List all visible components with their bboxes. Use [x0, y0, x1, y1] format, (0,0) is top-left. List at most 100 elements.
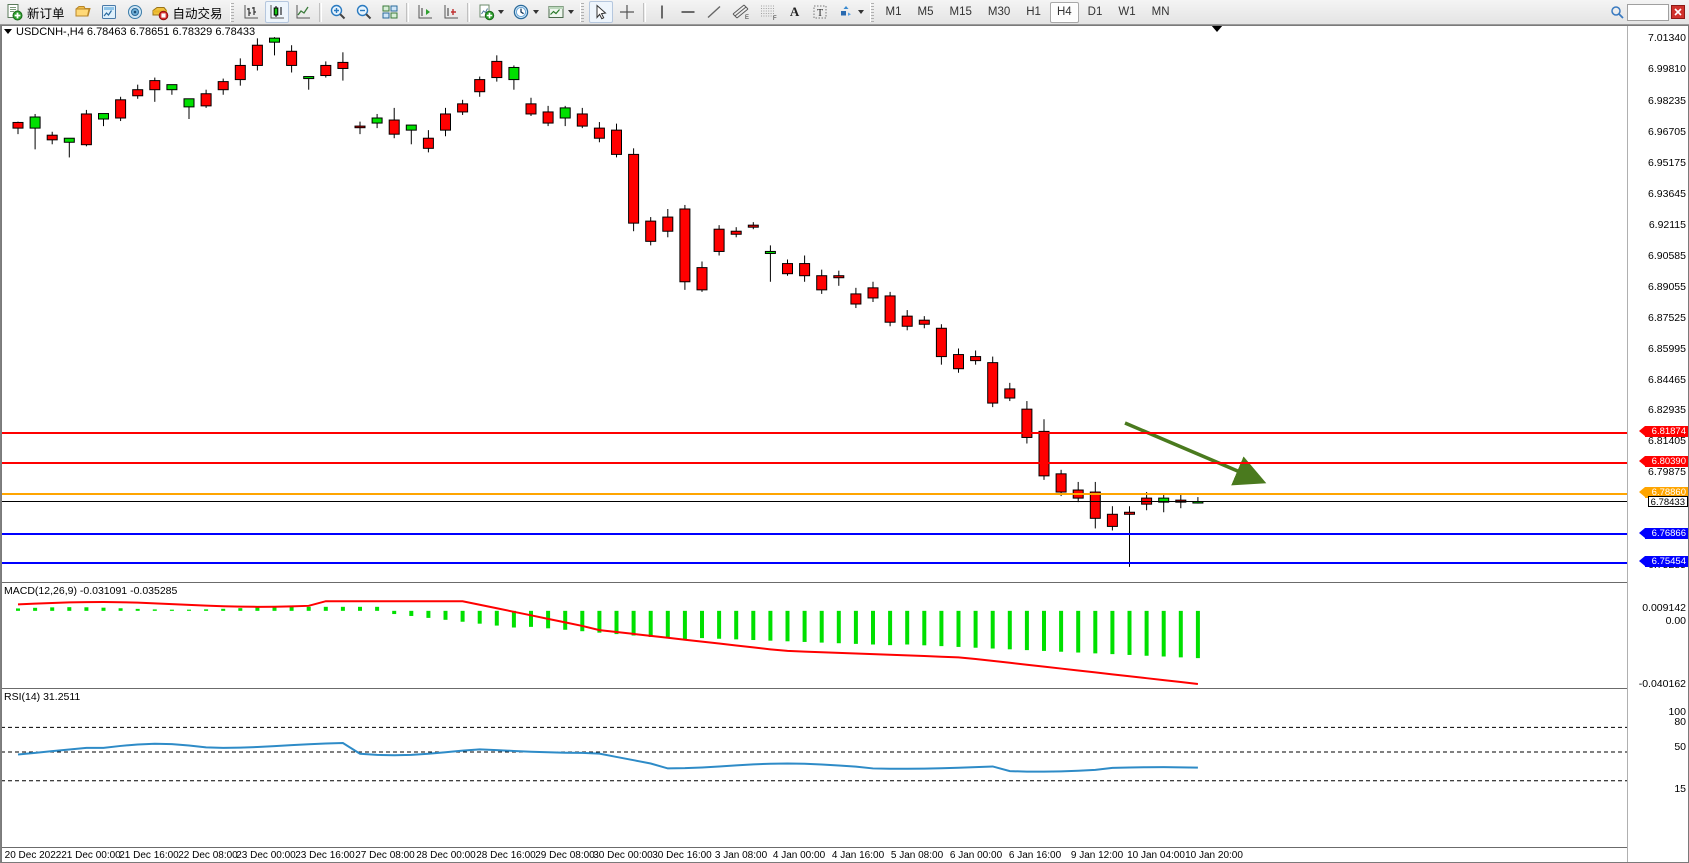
timeframe-m1[interactable]: M1 [879, 2, 909, 23]
price-tick: 6.89055 [1648, 280, 1686, 293]
text-button[interactable]: A [784, 1, 806, 23]
candlestick-chart-icon [270, 5, 284, 19]
text-label-button[interactable]: T [808, 1, 832, 23]
timeframe-label: M5 [917, 6, 934, 18]
trendline-button[interactable] [702, 1, 726, 23]
pivot-level-line[interactable] [1, 492, 1627, 495]
add-indicator-icon [479, 4, 494, 21]
time-tick: 22 Dec 08:00 [178, 850, 238, 861]
crosshair-icon [619, 5, 634, 19]
timeframe-label: M1 [885, 6, 902, 18]
market-watch-button[interactable] [97, 1, 121, 23]
objects-button[interactable] [834, 1, 867, 23]
market-watch-icon [101, 5, 116, 19]
toolbar-separator [318, 2, 322, 22]
trendline-icon [707, 5, 721, 19]
time-tick: 23 Dec 16:00 [295, 850, 355, 861]
zoom-in-button[interactable] [326, 1, 350, 23]
chart-window[interactable]: USDCNH-,H4 6.78463 6.78651 6.78329 6.784… [0, 25, 1689, 863]
resistance-2-flag[interactable]: 6.81874 [1638, 426, 1688, 438]
timeframe-label: M30 [987, 6, 1011, 18]
auto-scroll-button[interactable] [413, 1, 437, 23]
equidistant-channel-button[interactable]: E [728, 1, 754, 23]
time-tick: 10 Jan 04:00 [1127, 850, 1185, 861]
chart-top-marker [1211, 25, 1223, 32]
macd-axis-tick: 0.00 [1665, 615, 1686, 627]
timeframe-h4[interactable]: H4 [1049, 1, 1079, 23]
time-tick: 9 Jan 12:00 [1070, 850, 1124, 861]
current-price-line[interactable] [1, 501, 1627, 503]
navigator-button[interactable] [123, 1, 147, 23]
chevron-down-icon-3 [567, 10, 574, 14]
current-price-value: 6.78433 [1650, 497, 1685, 509]
chart-symbol-ohlc: USDCNH-,H4 6.78463 6.78651 6.78329 6.784… [16, 25, 256, 38]
price-tick: 6.85995 [1648, 342, 1686, 355]
price-candles [12, 37, 1204, 567]
timeframe-m5[interactable]: M5 [911, 2, 941, 23]
auto-trading-button[interactable]: 自动交易 [149, 1, 227, 23]
search-icon[interactable] [1610, 5, 1624, 19]
price-tick: 6.98235 [1648, 95, 1686, 108]
bar-chart-button[interactable] [239, 1, 263, 23]
resistance-1-flag[interactable]: 6.80390 [1638, 456, 1688, 468]
time-tick: 10 Jan 20:00 [1185, 850, 1243, 861]
toolbar-grip-2[interactable] [579, 2, 584, 22]
main-toolbar: 新订单 [0, 0, 1689, 25]
time-tick: 30 Dec 16:00 [652, 850, 712, 861]
fibonacci-button[interactable]: F [756, 1, 782, 23]
close-icon[interactable] [1671, 5, 1685, 19]
vertical-line-button[interactable] [650, 1, 674, 23]
time-tick: 4 Jan 00:00 [772, 850, 826, 861]
support-1-flag[interactable]: 6.76866 [1638, 527, 1688, 539]
horizontal-line-button[interactable] [676, 1, 700, 23]
timeframe-w1[interactable]: W1 [1111, 2, 1142, 23]
zoom-in-icon [330, 4, 345, 20]
tile-windows-button[interactable] [378, 1, 402, 23]
profiles-button[interactable] [71, 1, 95, 23]
current-price-flag[interactable]: 6.78433 [1647, 496, 1688, 509]
support-2-line[interactable] [1, 561, 1627, 564]
toolbar-separator-2 [405, 2, 409, 22]
timeframe-mn[interactable]: MN [1145, 2, 1177, 23]
support-1-line[interactable] [1, 533, 1627, 536]
chart-menu-caret-icon[interactable] [4, 29, 12, 34]
line-chart-button[interactable] [291, 1, 315, 23]
candlestick-chart-button[interactable] [264, 1, 289, 23]
timeframe-m30[interactable]: M30 [981, 2, 1017, 23]
clock-icon [513, 4, 528, 20]
pivot-level-flag[interactable]: 6.78860 [1638, 487, 1688, 499]
time-tick: 28 Dec 00:00 [416, 850, 476, 861]
chevron-down-icon [497, 10, 504, 14]
timeframe-d1[interactable]: D1 [1081, 2, 1110, 23]
toolbar-grip-3[interactable] [869, 2, 874, 22]
price-tick: 6.99810 [1648, 63, 1686, 76]
support-1-value: 6.76866 [1651, 527, 1686, 539]
price-tick: 7.01340 [1648, 32, 1686, 45]
search-input[interactable] [1627, 3, 1669, 21]
text-icon: A [789, 4, 800, 19]
rsi-pane[interactable]: RSI(14) 31.2511 [1, 688, 1628, 800]
macd-pane[interactable]: MACD(12,26,9) -0.031091 -0.035285 [1, 582, 1627, 687]
timeframe-h1[interactable]: H1 [1019, 2, 1048, 23]
resistance-1-line[interactable] [1, 461, 1627, 464]
timeframe-group: M1 M5 M15 M30 H1 H4 D1 W1 MN [878, 1, 1178, 23]
resistance-2-line[interactable] [1, 431, 1627, 434]
price-pane[interactable] [1, 25, 1627, 581]
toolbar-grip[interactable] [229, 2, 234, 22]
cursor-button[interactable] [588, 1, 613, 23]
price-axis[interactable]: 7.01340 6.99810 6.98235 6.96705 6.95175 6.936… [1627, 25, 1689, 863]
support-2-flag[interactable]: 6.75454 [1638, 556, 1688, 568]
timeframe-m15[interactable]: M15 [943, 2, 979, 23]
periods-button[interactable] [509, 1, 542, 23]
svg-text:T: T [817, 8, 823, 19]
indicators-button[interactable] [474, 1, 507, 23]
price-tick: 6.79875 [1648, 466, 1686, 479]
crosshair-button[interactable] [615, 1, 639, 23]
templates-button[interactable] [544, 1, 577, 23]
time-axis[interactable]: 20 Dec 2022 21 Dec 00:00 21 Dec 16:00 22 De… [1, 847, 1627, 863]
chart-shift-button[interactable] [439, 1, 463, 23]
new-order-button[interactable]: 新订单 [3, 1, 69, 23]
rsi-axis-tick: 100 [1668, 706, 1686, 718]
zoom-out-button[interactable] [352, 1, 376, 23]
